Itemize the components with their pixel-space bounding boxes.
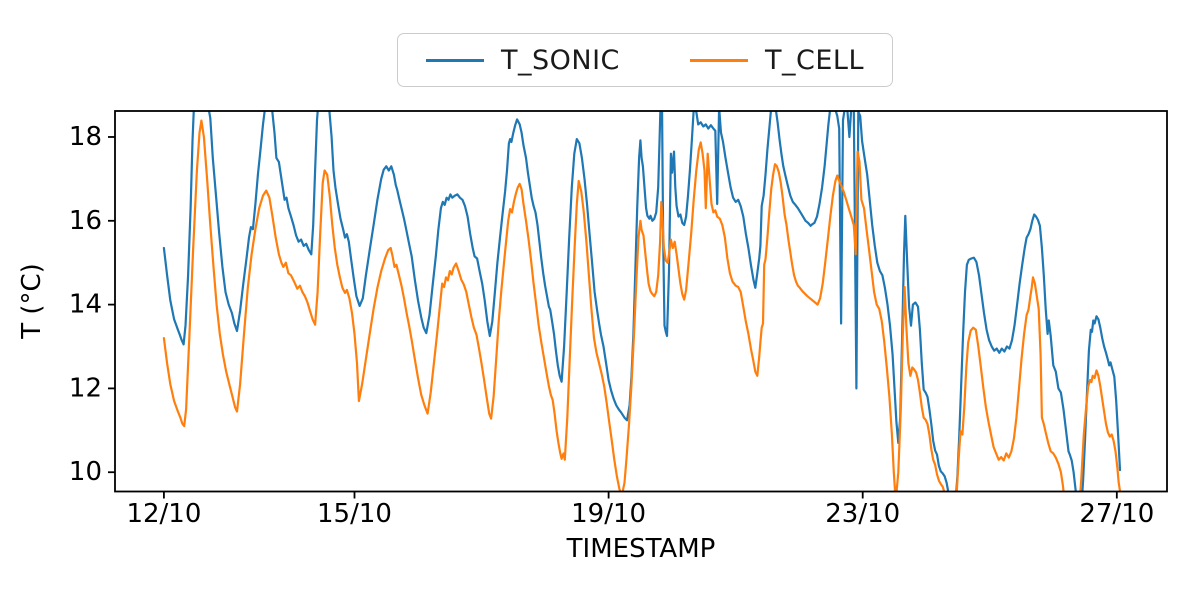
t-cell-line bbox=[162, 119, 1122, 492]
legend: T_SONIC T_CELL bbox=[397, 33, 893, 87]
t-sonic-line-swatch bbox=[426, 58, 484, 62]
x-axis-tick-label: 27/10 bbox=[1079, 499, 1154, 529]
x-axis-title: TIMESTAMP bbox=[566, 534, 716, 564]
x-axis-tick-label: 19/10 bbox=[571, 499, 646, 529]
y-axis-title: T (°C) bbox=[17, 263, 47, 339]
legend-label-t-sonic: T_SONIC bbox=[501, 44, 620, 76]
y-axis-tick-label: 12 bbox=[69, 373, 102, 403]
y-axis-tick-label: 14 bbox=[69, 290, 102, 320]
y-axis-tick-label: 16 bbox=[69, 206, 102, 236]
legend-entry-t-sonic: T_SONIC bbox=[426, 45, 620, 76]
plot-border bbox=[114, 110, 1168, 493]
x-axis-tick-label: 23/10 bbox=[825, 499, 900, 529]
y-axis-tick-label: 10 bbox=[69, 457, 102, 487]
t-cell-line-swatch bbox=[690, 58, 748, 62]
t-sonic-line bbox=[162, 111, 1122, 492]
legend-label-t-cell: T_CELL bbox=[765, 44, 864, 76]
x-axis-tick-label: 15/10 bbox=[317, 499, 392, 529]
x-axis-tick-label: 12/10 bbox=[126, 499, 201, 529]
y-axis-tick-label: 18 bbox=[69, 122, 102, 152]
legend-entry-t-cell: T_CELL bbox=[690, 45, 864, 76]
